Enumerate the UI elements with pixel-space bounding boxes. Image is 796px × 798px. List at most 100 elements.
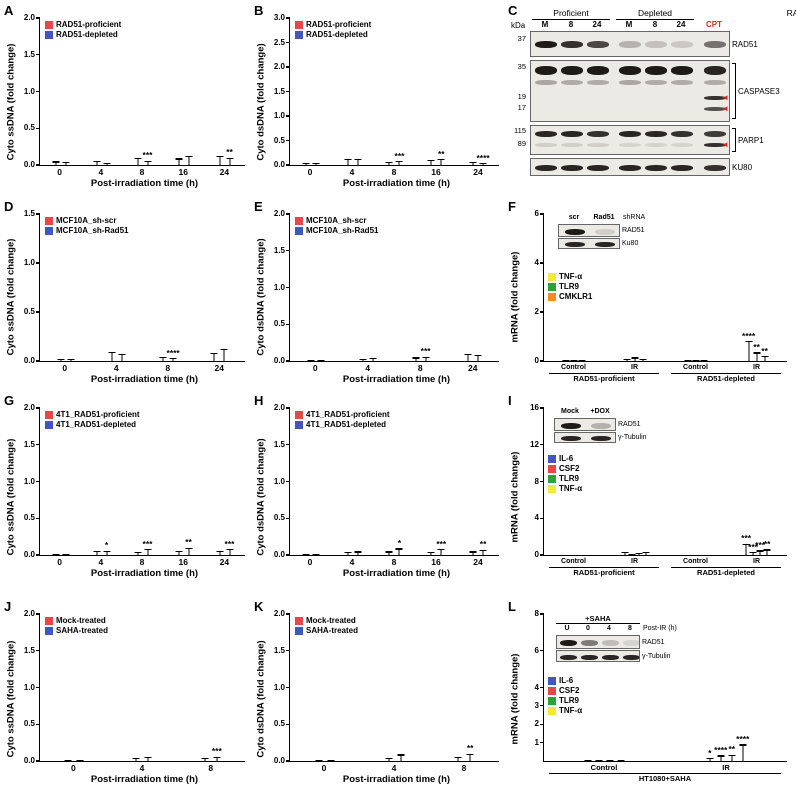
significance-stars: **** xyxy=(742,330,756,341)
error-bar xyxy=(700,359,708,361)
x-tick-label: 8 xyxy=(417,363,423,373)
protein-band xyxy=(561,66,583,76)
chart-b: Cyto dsDNA (fold change) 0.0 0.5 1.0 1.5 2.0 2… xyxy=(254,6,504,198)
error-bar xyxy=(354,551,362,555)
y-tick-mark xyxy=(286,360,290,362)
error-bar-cap xyxy=(562,359,570,361)
molecular-weight-marker: 19 xyxy=(517,92,526,102)
legend: 4T1_RAD51-proficient 4T1_RAD51-depleted xyxy=(45,410,140,429)
x-tick-label: 0 xyxy=(321,763,327,773)
x-tick-label: 16 xyxy=(431,557,441,567)
chart-main: 0.0 0.5 1.0 1.5 2.0 ** Mock-treated SAHA-treate… xyxy=(267,602,504,796)
molecular-weight-marker: 35 xyxy=(517,62,526,72)
error-bar-line xyxy=(626,358,628,361)
error-bar-line xyxy=(645,552,647,555)
x-tick-label: IR xyxy=(753,558,760,565)
panel-letter-a: A xyxy=(4,3,14,18)
error-bar xyxy=(226,157,233,165)
error-bar-cap xyxy=(315,760,323,762)
cleaved-band-arrow: ◄ xyxy=(721,140,729,150)
error-bar xyxy=(175,158,182,165)
chart-main: 0.0 0.5 1.0 1.5 2.0 * *** ** *** 4T1_RAD51-profic… xyxy=(17,396,250,598)
blot-row-label: Ku80 xyxy=(622,240,639,247)
protein-band xyxy=(559,640,577,646)
y-tick-mark xyxy=(286,554,290,556)
x-axis-title: Post-irradiation time (h) xyxy=(90,374,199,386)
plot-area: 0.0 0.5 1.0 1.5 2.0 * *** ** *** 4T1_RAD51-profic… xyxy=(24,404,245,559)
y-tick-label: 1.5 xyxy=(273,245,285,255)
y-axis-title-text: Cyto dsDNA (fold change) xyxy=(255,43,266,161)
bar-groups: *********** xyxy=(544,408,787,555)
x-tick-label: 0 xyxy=(57,557,62,567)
significance-stars: ** xyxy=(226,147,233,158)
significance-stars: *** xyxy=(224,538,235,549)
y-tick-label: 12 xyxy=(530,439,539,449)
bar-groups: ********* xyxy=(40,408,245,555)
y-tick-mark xyxy=(36,213,40,215)
error-bar xyxy=(144,549,151,555)
significance-stars: *** xyxy=(142,150,153,161)
legend-swatch xyxy=(548,454,556,463)
error-bar xyxy=(479,163,487,165)
error-bar-cap xyxy=(226,157,233,159)
y-tick-mark xyxy=(286,444,290,446)
error-bar-cap xyxy=(327,760,335,762)
blot-box xyxy=(554,432,616,443)
y-tick-mark xyxy=(36,164,40,166)
legend-swatch xyxy=(295,420,303,429)
error-bar-cap xyxy=(185,156,192,158)
error-bar xyxy=(52,553,59,555)
bar-groups: *********** xyxy=(544,614,787,762)
bar-groups: ** xyxy=(290,614,499,762)
legend-swatch xyxy=(295,30,303,39)
error-bar xyxy=(201,758,209,761)
group-label: RAD51-depleted xyxy=(671,566,781,577)
x-tick-label: 4 xyxy=(98,557,104,567)
protein-band xyxy=(535,66,557,76)
x-tick-label: IR xyxy=(722,763,730,772)
legend-label: CMKLR1 xyxy=(559,292,593,301)
y-tick-label: 1.5 xyxy=(273,86,285,96)
legend-label: RAD51-depleted xyxy=(56,30,118,39)
protein-band xyxy=(619,165,641,171)
error-bar xyxy=(132,758,140,761)
protein-band xyxy=(645,130,667,137)
error-bar-cap xyxy=(578,359,586,361)
error-bar xyxy=(169,358,177,361)
error-bar xyxy=(422,356,430,361)
error-bar-line xyxy=(634,357,636,361)
error-bar xyxy=(466,753,474,761)
lane-label: scr xyxy=(568,214,580,221)
plot-area: 0.0 0.5 1.0 1.5 2.0 *** ** RAD51-proficient RAD5… xyxy=(24,14,245,169)
error-bar-line xyxy=(229,549,230,555)
error-bar xyxy=(639,359,647,361)
legend-swatch xyxy=(548,676,556,685)
x-tick-label: Control xyxy=(561,558,586,565)
error-bar-cap xyxy=(169,358,177,360)
y-tick-mark xyxy=(36,54,40,56)
protein-band xyxy=(619,130,641,137)
legend-label: TNF-α xyxy=(559,484,583,493)
error-bar-line xyxy=(477,355,479,361)
error-bar-cap xyxy=(312,162,320,164)
legend-item: MCF10A_sh-Rad51 xyxy=(45,226,128,235)
error-bar xyxy=(216,550,223,555)
y-tick-mark xyxy=(540,262,544,264)
group-label-row: RAD51-proficient RAD51-depleted xyxy=(543,372,787,383)
error-bar-cap xyxy=(175,550,182,552)
error-bar xyxy=(62,553,69,555)
y-axis-title-text: mRNA (fold change) xyxy=(509,451,520,543)
inset-lane-labels: U 0 4 8 Post-IR (h) xyxy=(556,625,676,634)
chart-main: 0.0 0.5 1.0 1.5 2.0 2.5 3.0 *** ** **** RAD51-prof… xyxy=(267,6,504,198)
protein-band xyxy=(587,40,609,48)
error-bar xyxy=(763,549,771,555)
y-axis-title: mRNA (fold change) xyxy=(508,602,521,796)
legend: Mock-treated SAHA-treated xyxy=(295,616,358,635)
legend-swatch xyxy=(45,30,53,39)
x-tick-labels: Control IR Control IR xyxy=(543,362,787,372)
legend-label: IL-6 xyxy=(559,676,574,685)
y-tick-label: 0 xyxy=(534,550,539,559)
error-bar-line xyxy=(742,744,744,761)
error-bar-cap xyxy=(763,549,771,551)
significance-stars: * xyxy=(708,747,712,758)
